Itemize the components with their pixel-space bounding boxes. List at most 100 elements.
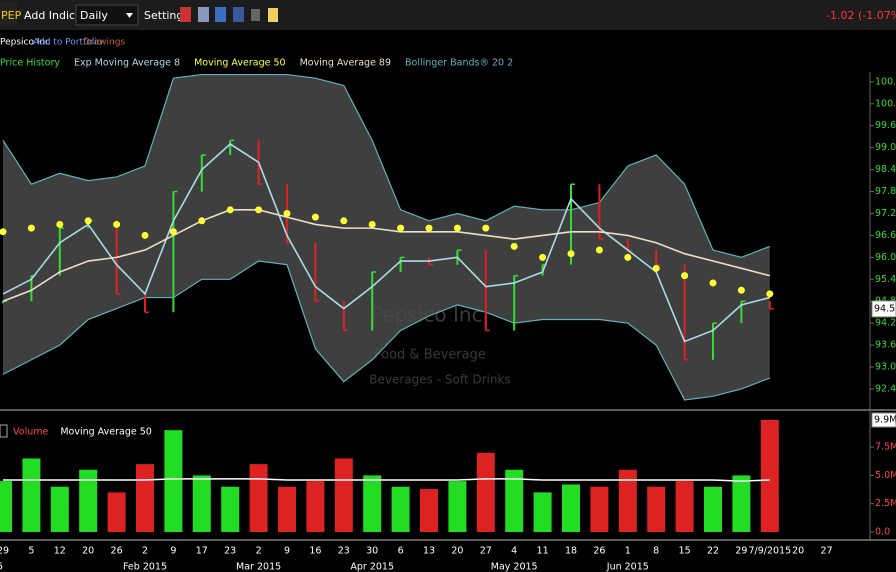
x-group-label: Jun 2015 [606,562,649,572]
x-group-label: Apr 2015 [350,562,394,572]
legend-entry: Volume [13,427,48,438]
y-tick-label: 93.60 [875,340,896,351]
legend-entry: Price History [0,58,60,69]
y-tick-label: 96.00 [875,252,896,263]
volume-bar [79,469,98,532]
x-tick-label: 23 [338,546,350,557]
legend-entry: Exp Moving Average 8 [74,58,180,69]
ma-dot [84,217,92,225]
volume-bar [647,486,666,532]
dropdown-arrow[interactable] [126,13,133,18]
x-tick-label: 9 [170,546,176,557]
settings[interactable]: Settings [144,9,189,22]
interval[interactable]: Daily [80,9,108,22]
x-tick-label: 18 [565,546,577,557]
volume-bar [278,486,296,532]
x-tick-label: 20 [792,546,804,557]
x-tick-label: 13 [423,546,435,557]
ma-dot [283,209,291,217]
y-tick-label: 2.5M [875,498,896,509]
volume-bar [22,458,41,532]
icon[interactable] [233,7,244,22]
x-tick-label: 2 [256,546,262,557]
volume-bar [249,464,268,532]
ma-dot [567,250,575,258]
x-tick-label: 16 [309,546,321,557]
x-tick-label: 26 [111,546,123,557]
ma-dot [141,231,149,239]
y-tick-label: 100.20 [875,98,896,109]
volume-bar [760,420,779,532]
x-tick-label: 5 [28,546,34,557]
y-tick-label: 97.80 [875,186,896,197]
volume-bar [505,469,524,532]
volume-bar [476,452,495,532]
ma-dot [681,272,689,280]
legend-box [0,424,8,438]
symbol-box[interactable] [0,2,17,26]
volume-bar [192,475,211,532]
volume-bar [0,481,12,532]
x-tick-label: 6 [398,546,404,557]
interval-select[interactable] [75,4,139,26]
ma-dot [169,228,177,236]
icon[interactable] [180,7,191,22]
ma-dot [510,242,518,250]
y-tick-label: 0.0 [875,527,890,538]
legend-entry: Moving Average 89 [300,58,391,69]
ma-dot [27,224,35,232]
x-tick-label: 29 [0,546,9,557]
volume-bar [448,481,467,532]
volume-bar [306,481,325,532]
ma-dot [255,206,263,214]
ma-dot [482,224,490,232]
volume-bar [420,489,438,532]
icon[interactable] [251,9,260,21]
legend-entry: Moving Average 50 [60,427,151,438]
symbol[interactable]: PEP [1,9,22,22]
y-tick-label: 95.40 [875,274,896,285]
x-tick-label: 20 [82,546,94,557]
x-tick-label: 8 [653,546,659,557]
x-group-label: Mar 2015 [236,562,281,572]
ma-line [2,143,770,343]
ma-dot [737,286,745,294]
drawings[interactable]: Drawings [83,38,125,48]
volume-bar [732,475,751,532]
ma-dot [368,220,376,228]
x-group-label: Feb 2015 [123,562,167,572]
x-tick-label: 17 [196,546,208,557]
x-tick-label: 26 [593,546,605,557]
x-tick-label: 23 [224,546,236,557]
x-tick-label: 7/9/2015 [748,546,791,557]
watermark: Beverages - Soft Drinks [369,373,510,387]
y-tick-label: 99.00 [875,142,896,153]
ma-dot [539,253,547,261]
volume-bar [562,484,580,532]
x-tick-label: 11 [537,546,549,557]
icon[interactable] [268,8,278,22]
volume-bar [363,475,382,532]
icon[interactable] [198,7,209,22]
icon[interactable] [215,7,226,22]
ma-dot [652,264,660,272]
volume-bar [334,458,353,532]
volume-bar [107,492,126,532]
ma-dot [226,206,234,214]
volume-bar [590,486,609,532]
y-tick-label: 94.20 [875,318,896,329]
volume-ma [3,478,770,482]
band-line [2,73,771,258]
y-tick-label: 98.40 [875,164,896,175]
x-tick-label: 22 [707,546,719,557]
ma-dot [397,224,405,232]
x-tick-label: 2 [142,546,148,557]
y-tick-label: 97.20 [875,208,896,219]
last-price: 94.59 [874,303,896,314]
y-tick-label: 5.0M [875,470,896,481]
x-tick-label: 27 [821,546,833,557]
y-tick-label: 92.40 [875,383,896,394]
add-to-portfolio[interactable]: Add to Portfolio [33,38,103,48]
